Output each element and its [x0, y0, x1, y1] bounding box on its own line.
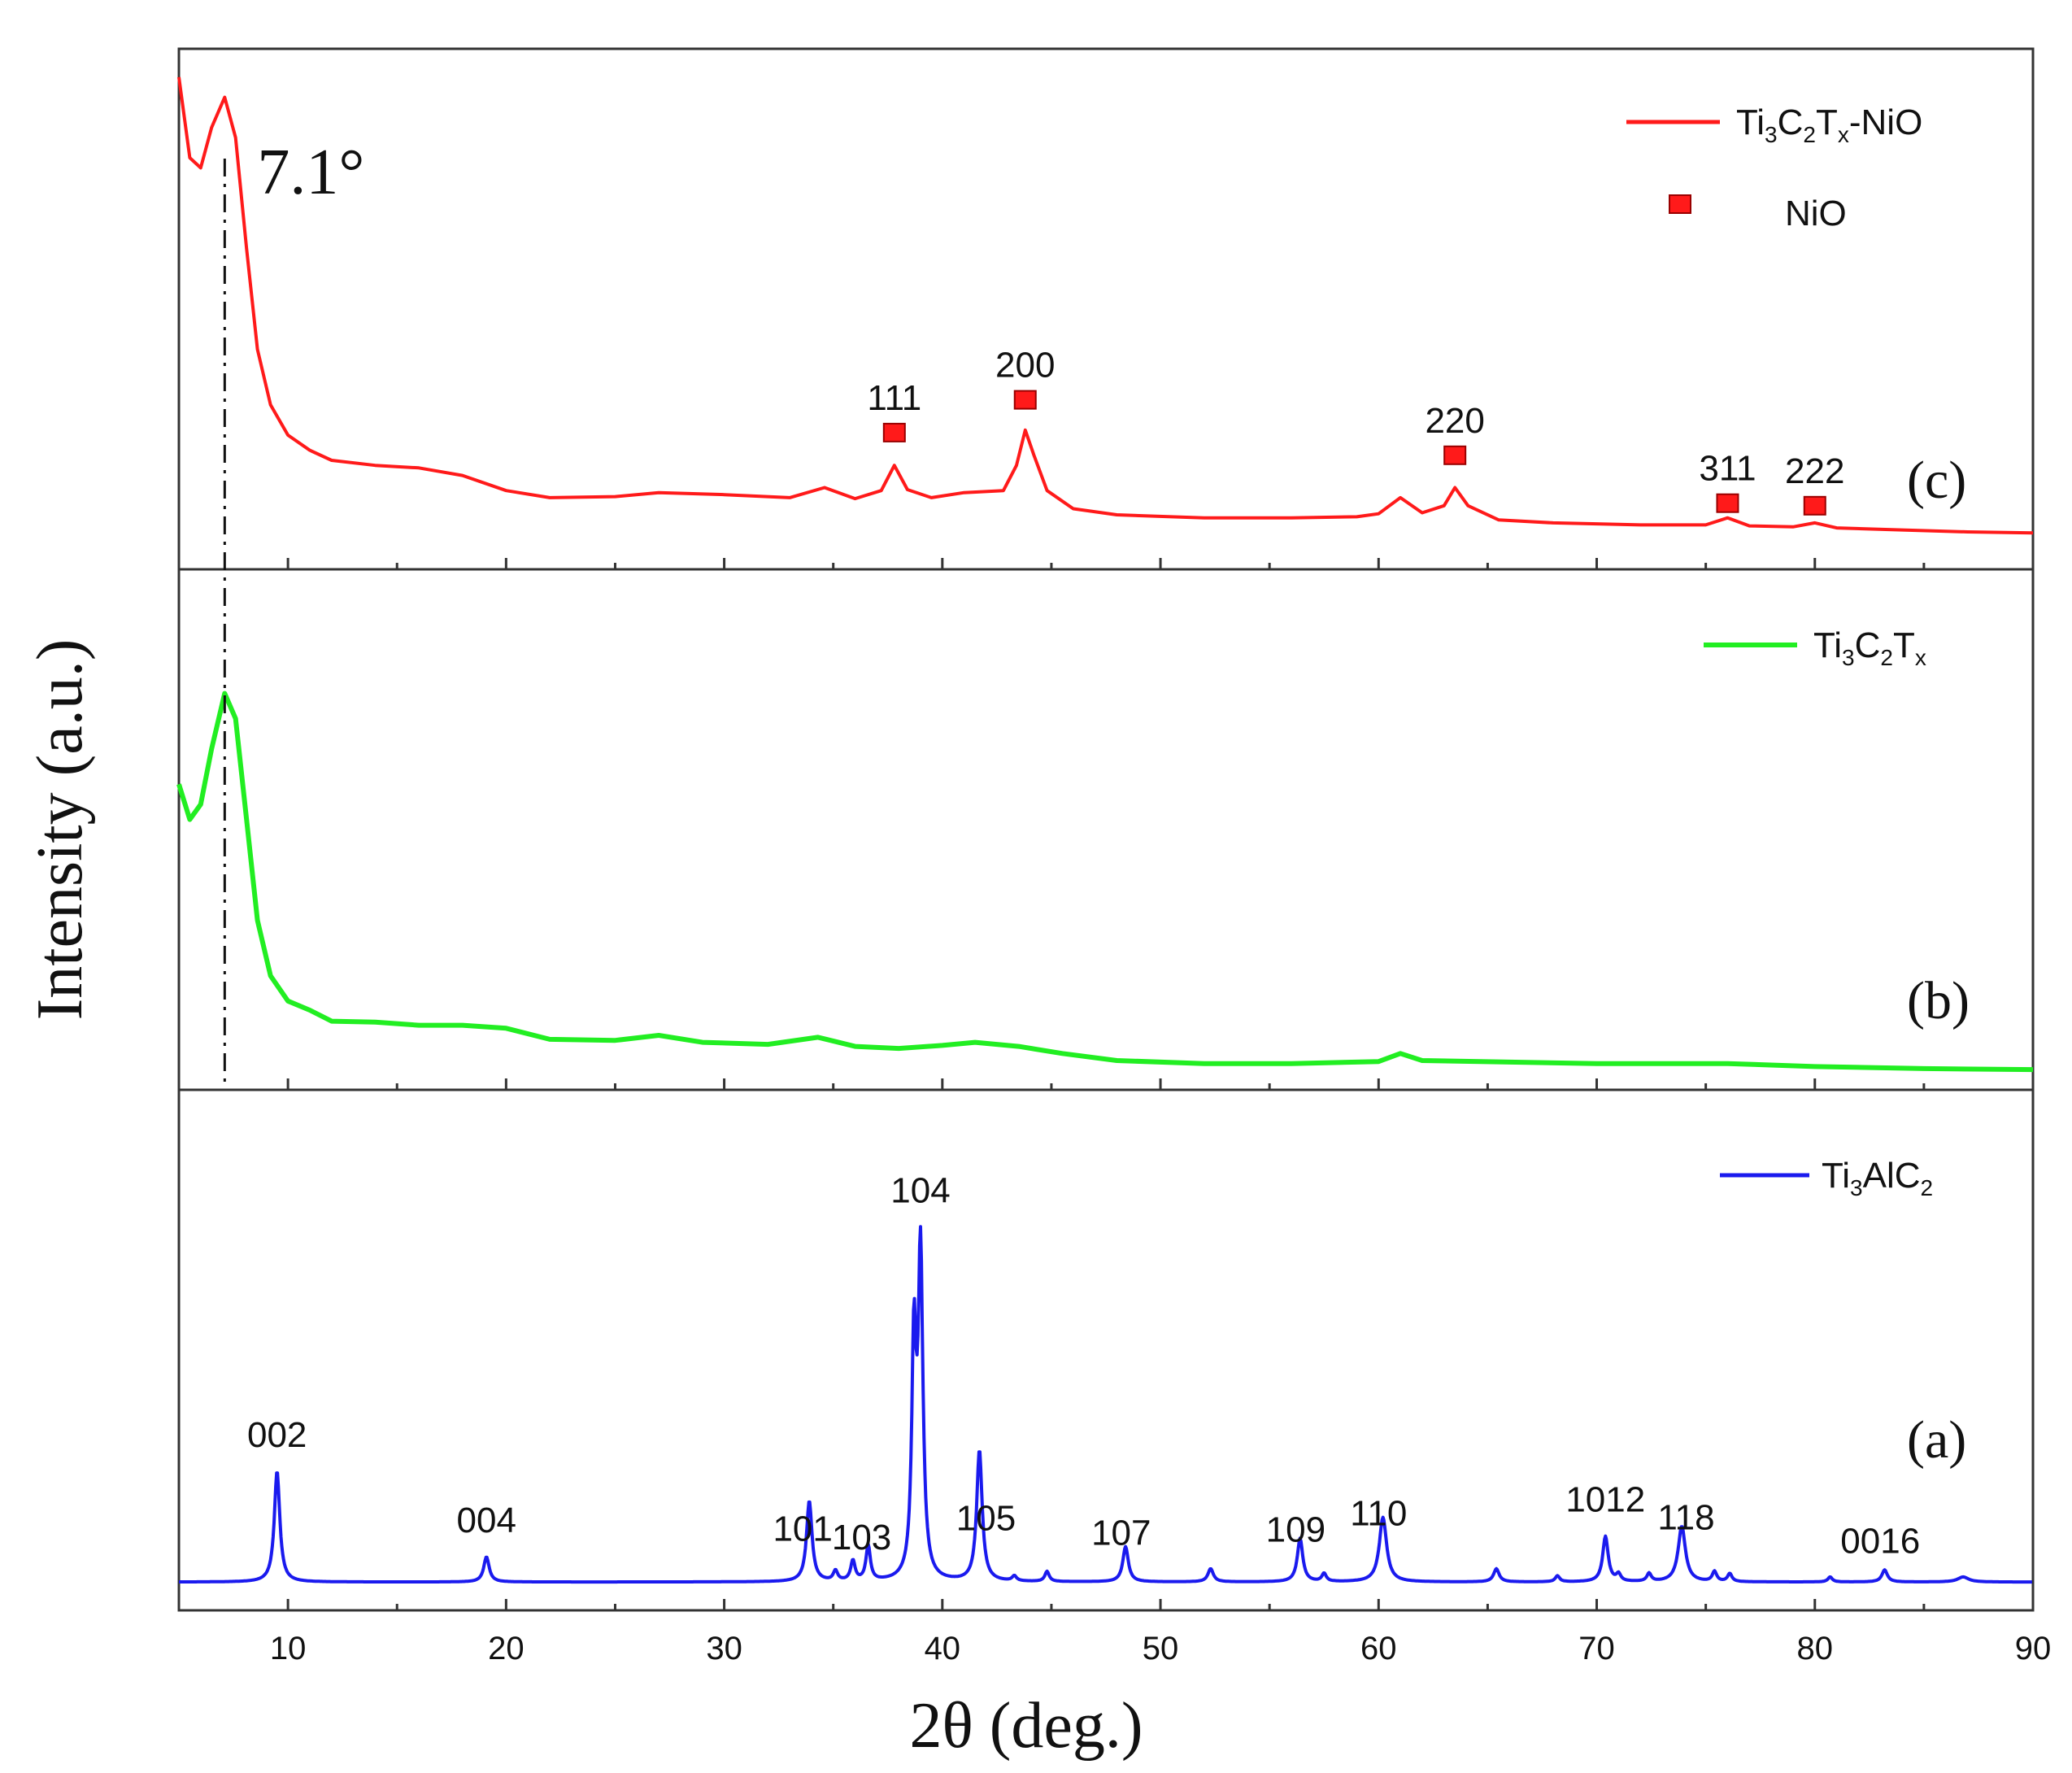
peak-label: 222 — [1785, 451, 1844, 491]
peak-label: 103 — [832, 1518, 891, 1557]
legend-b-label: Ti3C2Tx — [1813, 625, 1926, 670]
series-line-b — [176, 690, 2034, 1073]
peak-label: 111 — [867, 378, 921, 418]
nio-marker — [882, 422, 906, 442]
nio-marker — [1803, 495, 1826, 516]
legend-c-label: Ti3C2Tx-NiO — [1736, 102, 1922, 147]
peak-label: 105 — [956, 1499, 1016, 1539]
panel-a-frame — [177, 1088, 2035, 1612]
x-tick-label: 30 — [706, 1631, 742, 1666]
peak-label: 220 — [1425, 401, 1484, 441]
peak-label: 104 — [890, 1170, 950, 1210]
legend-a: Ti3AlC2 — [1720, 1156, 1933, 1200]
x-axis-title: 2θ (deg.) — [909, 1690, 1143, 1762]
legend-nio-marker — [1669, 194, 1691, 214]
series-line-c — [177, 76, 2034, 535]
x-tick-label: 50 — [1143, 1631, 1179, 1666]
series-layer — [176, 76, 2034, 1584]
legend-nio-label: NiO — [1785, 194, 1847, 233]
nio-marker — [1013, 390, 1037, 410]
x-tick-label: 40 — [925, 1631, 961, 1666]
annotation-layer: 111 200 220 311 222 002 004 101 103 104 105 107 109 1… — [247, 346, 1920, 1562]
nio-marker — [1443, 445, 1467, 465]
x-axis-ticks: 10 20 30 40 50 60 70 80 90 — [177, 558, 2052, 1666]
panel-a-label: (a) — [1907, 1410, 1966, 1470]
x-tick-label: 20 — [488, 1631, 525, 1666]
x-tick-label: 70 — [1578, 1631, 1615, 1666]
peak-label: 004 — [457, 1501, 516, 1540]
legend-a-label: Ti3AlC2 — [1822, 1156, 1933, 1200]
legend-b: Ti3C2Tx — [1704, 625, 1926, 670]
peak-label: 1012 — [1565, 1480, 1645, 1520]
series-line-a — [178, 1225, 2033, 1584]
peak-label: 118 — [1657, 1498, 1714, 1538]
x-tick-label: 60 — [1360, 1631, 1397, 1666]
panel-b-label: (b) — [1907, 971, 1970, 1030]
peak-label: 311 — [1699, 449, 1756, 489]
panel-frames — [177, 47, 2035, 1612]
y-axis-title: Intensity (a.u.) — [24, 639, 96, 1021]
peak-label: 002 — [247, 1415, 307, 1455]
peak-label: 0016 — [1840, 1522, 1920, 1562]
x-tick-label: 10 — [270, 1631, 307, 1666]
peak-label: 101 — [773, 1509, 832, 1549]
panel-c-label: (c) — [1907, 451, 1966, 510]
marker-layer — [882, 390, 1826, 516]
peak-label: 200 — [995, 346, 1055, 386]
x-tick-label: 90 — [2015, 1631, 2052, 1666]
nio-marker — [1716, 493, 1739, 513]
peak-label: 107 — [1091, 1513, 1151, 1553]
peak-label: 109 — [1266, 1510, 1325, 1550]
reference-line-label: 7.1° — [257, 137, 364, 208]
peak-label: 110 — [1350, 1493, 1407, 1533]
x-tick-label: 80 — [1797, 1631, 1834, 1666]
legend-c: Ti3C2Tx-NiO NiO — [1626, 102, 1922, 233]
